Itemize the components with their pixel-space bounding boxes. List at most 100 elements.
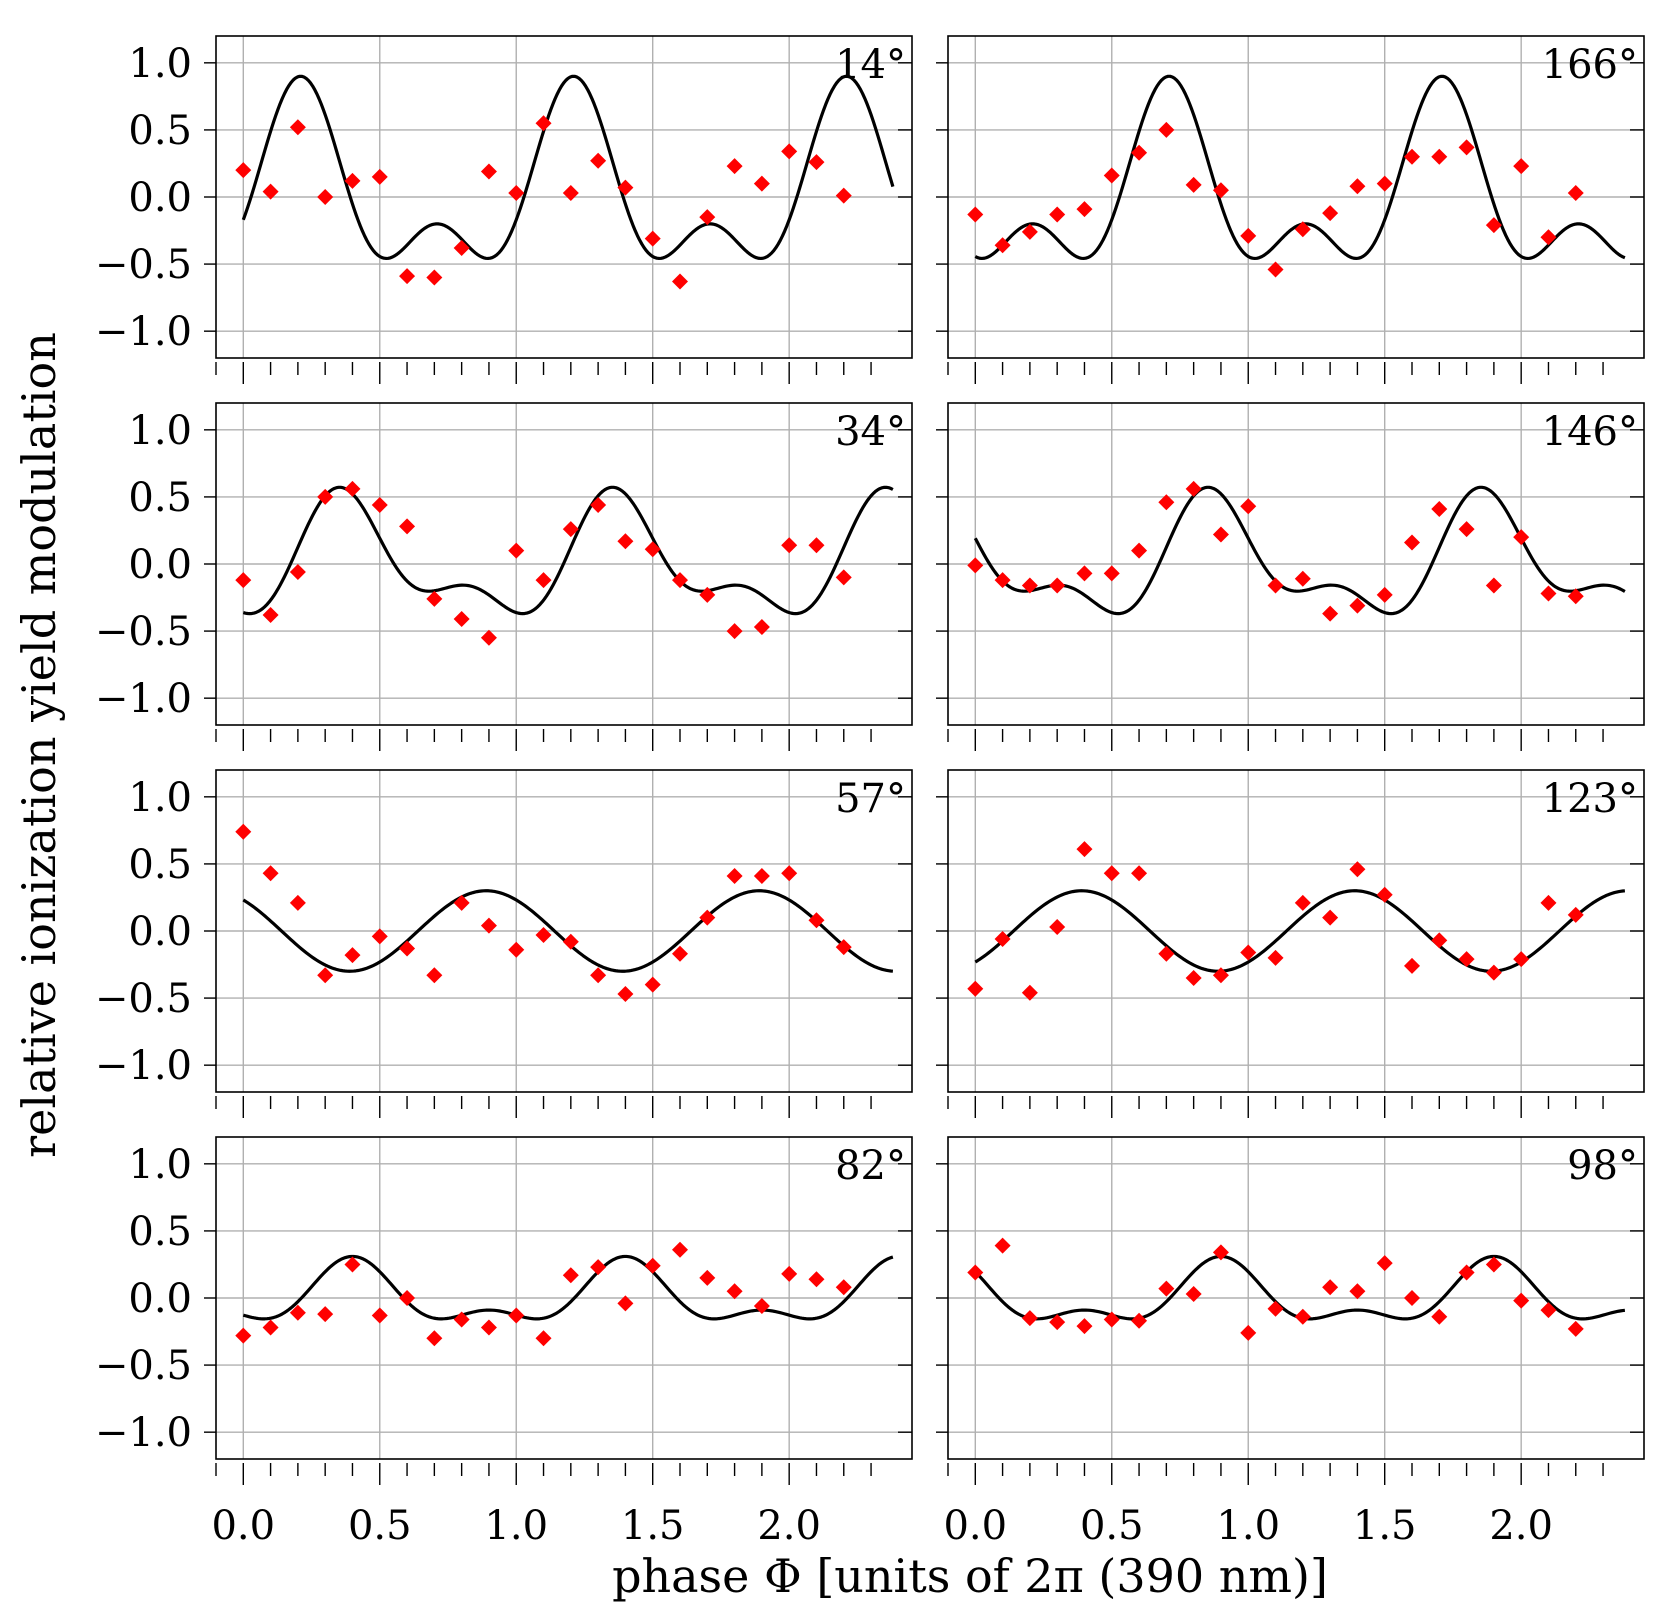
data-point: [1103, 865, 1120, 882]
angle-label: 82°: [835, 1143, 906, 1189]
data-point: [289, 1304, 306, 1321]
data-point: [235, 572, 252, 589]
data-point: [1103, 1311, 1120, 1328]
fit-curve: [241, 74, 895, 261]
data-point: [781, 1265, 798, 1282]
data-point: [1021, 1310, 1038, 1327]
data-point: [535, 1330, 552, 1347]
data-point: [1567, 184, 1584, 201]
y-axis-title: relative ionization yield modulation: [12, 332, 66, 1158]
data-point: [1267, 261, 1284, 278]
data-point: [1021, 223, 1038, 240]
data-point: [344, 1256, 361, 1273]
data-point: [1294, 1308, 1311, 1325]
data-point: [753, 175, 770, 192]
data-point: [317, 488, 334, 505]
data-point: [726, 1283, 743, 1300]
data-point: [1376, 1255, 1393, 1272]
data-point: [1240, 1324, 1257, 1341]
data-point: [1267, 1300, 1284, 1317]
data-point: [399, 1290, 416, 1306]
data-point: [1049, 918, 1066, 935]
data-point: [1158, 945, 1175, 962]
x-tick-label: 1.0: [1216, 1503, 1280, 1549]
y-tick-label: 0.0: [128, 909, 192, 955]
data-point: [1349, 178, 1366, 195]
data-point: [1458, 521, 1475, 538]
data-point: [1076, 201, 1093, 218]
data-point: [835, 1279, 852, 1296]
data-point: [753, 619, 770, 636]
data-point: [453, 239, 470, 256]
data-point: [1567, 906, 1584, 923]
data-point: [1049, 206, 1066, 223]
data-point: [726, 867, 743, 884]
data-point: [508, 542, 525, 559]
data-point: [426, 590, 443, 607]
data-point: [590, 1259, 607, 1276]
data-point: [562, 1267, 579, 1284]
x-tick-label: 0.5: [1080, 1503, 1144, 1549]
data-point: [1567, 588, 1584, 605]
data-point: [262, 865, 279, 882]
data-point: [508, 941, 525, 958]
data-point: [1567, 1320, 1584, 1337]
data-point: [781, 537, 798, 554]
x-axis-title: phase Φ [units of 2π (390 nm)]: [612, 1549, 1328, 1603]
data-point: [453, 1311, 470, 1328]
data-point: [1185, 176, 1202, 193]
data-point: [1103, 565, 1120, 582]
data-point: [753, 867, 770, 884]
y-tick-label: 1.0: [128, 41, 192, 87]
y-tick-label: 0.0: [128, 542, 192, 588]
data-point: [235, 1327, 252, 1344]
data-point: [262, 183, 279, 200]
data-point: [1185, 969, 1202, 986]
y-tick-label: 1.0: [128, 775, 192, 821]
data-point: [699, 1269, 716, 1286]
data-point: [1076, 1318, 1093, 1335]
data-point: [480, 629, 497, 646]
data-point: [1431, 1308, 1448, 1325]
data-point: [426, 967, 443, 984]
data-point: [1131, 542, 1148, 559]
data-point: [808, 912, 825, 929]
y-tick-label: 0.5: [128, 108, 192, 154]
data-point: [1349, 861, 1366, 878]
x-tick-label: 2.0: [757, 1503, 821, 1549]
data-point: [835, 939, 852, 956]
data-point: [1103, 167, 1120, 184]
data-point: [453, 894, 470, 911]
data-point: [1404, 957, 1420, 974]
data-point: [994, 1237, 1011, 1254]
data-point: [1185, 1285, 1202, 1302]
data-point: [344, 947, 361, 964]
data-point: [1131, 1312, 1148, 1329]
data-point: [1212, 526, 1229, 543]
data-point: [1240, 227, 1257, 244]
x-tick-label: 1.0: [484, 1503, 548, 1549]
data-point: [1458, 139, 1475, 156]
data-point: [617, 179, 634, 196]
data-point: [1485, 1256, 1502, 1273]
y-tick-label: 0.0: [128, 1276, 192, 1322]
data-point: [371, 496, 388, 513]
data-point: [672, 273, 688, 290]
data-point: [1158, 494, 1175, 511]
data-point: [317, 1306, 334, 1323]
data-point: [1458, 1264, 1475, 1281]
y-tick-label: 1.0: [128, 1142, 192, 1188]
data-point: [617, 1295, 634, 1312]
data-point: [753, 1298, 770, 1315]
data-point: [289, 564, 306, 581]
data-point: [371, 1307, 388, 1324]
data-point: [1349, 597, 1366, 614]
data-point: [1485, 964, 1502, 981]
data-point: [344, 480, 361, 497]
data-point: [399, 268, 416, 285]
data-point: [1049, 1314, 1066, 1331]
data-point: [644, 976, 661, 993]
data-point: [590, 152, 607, 169]
